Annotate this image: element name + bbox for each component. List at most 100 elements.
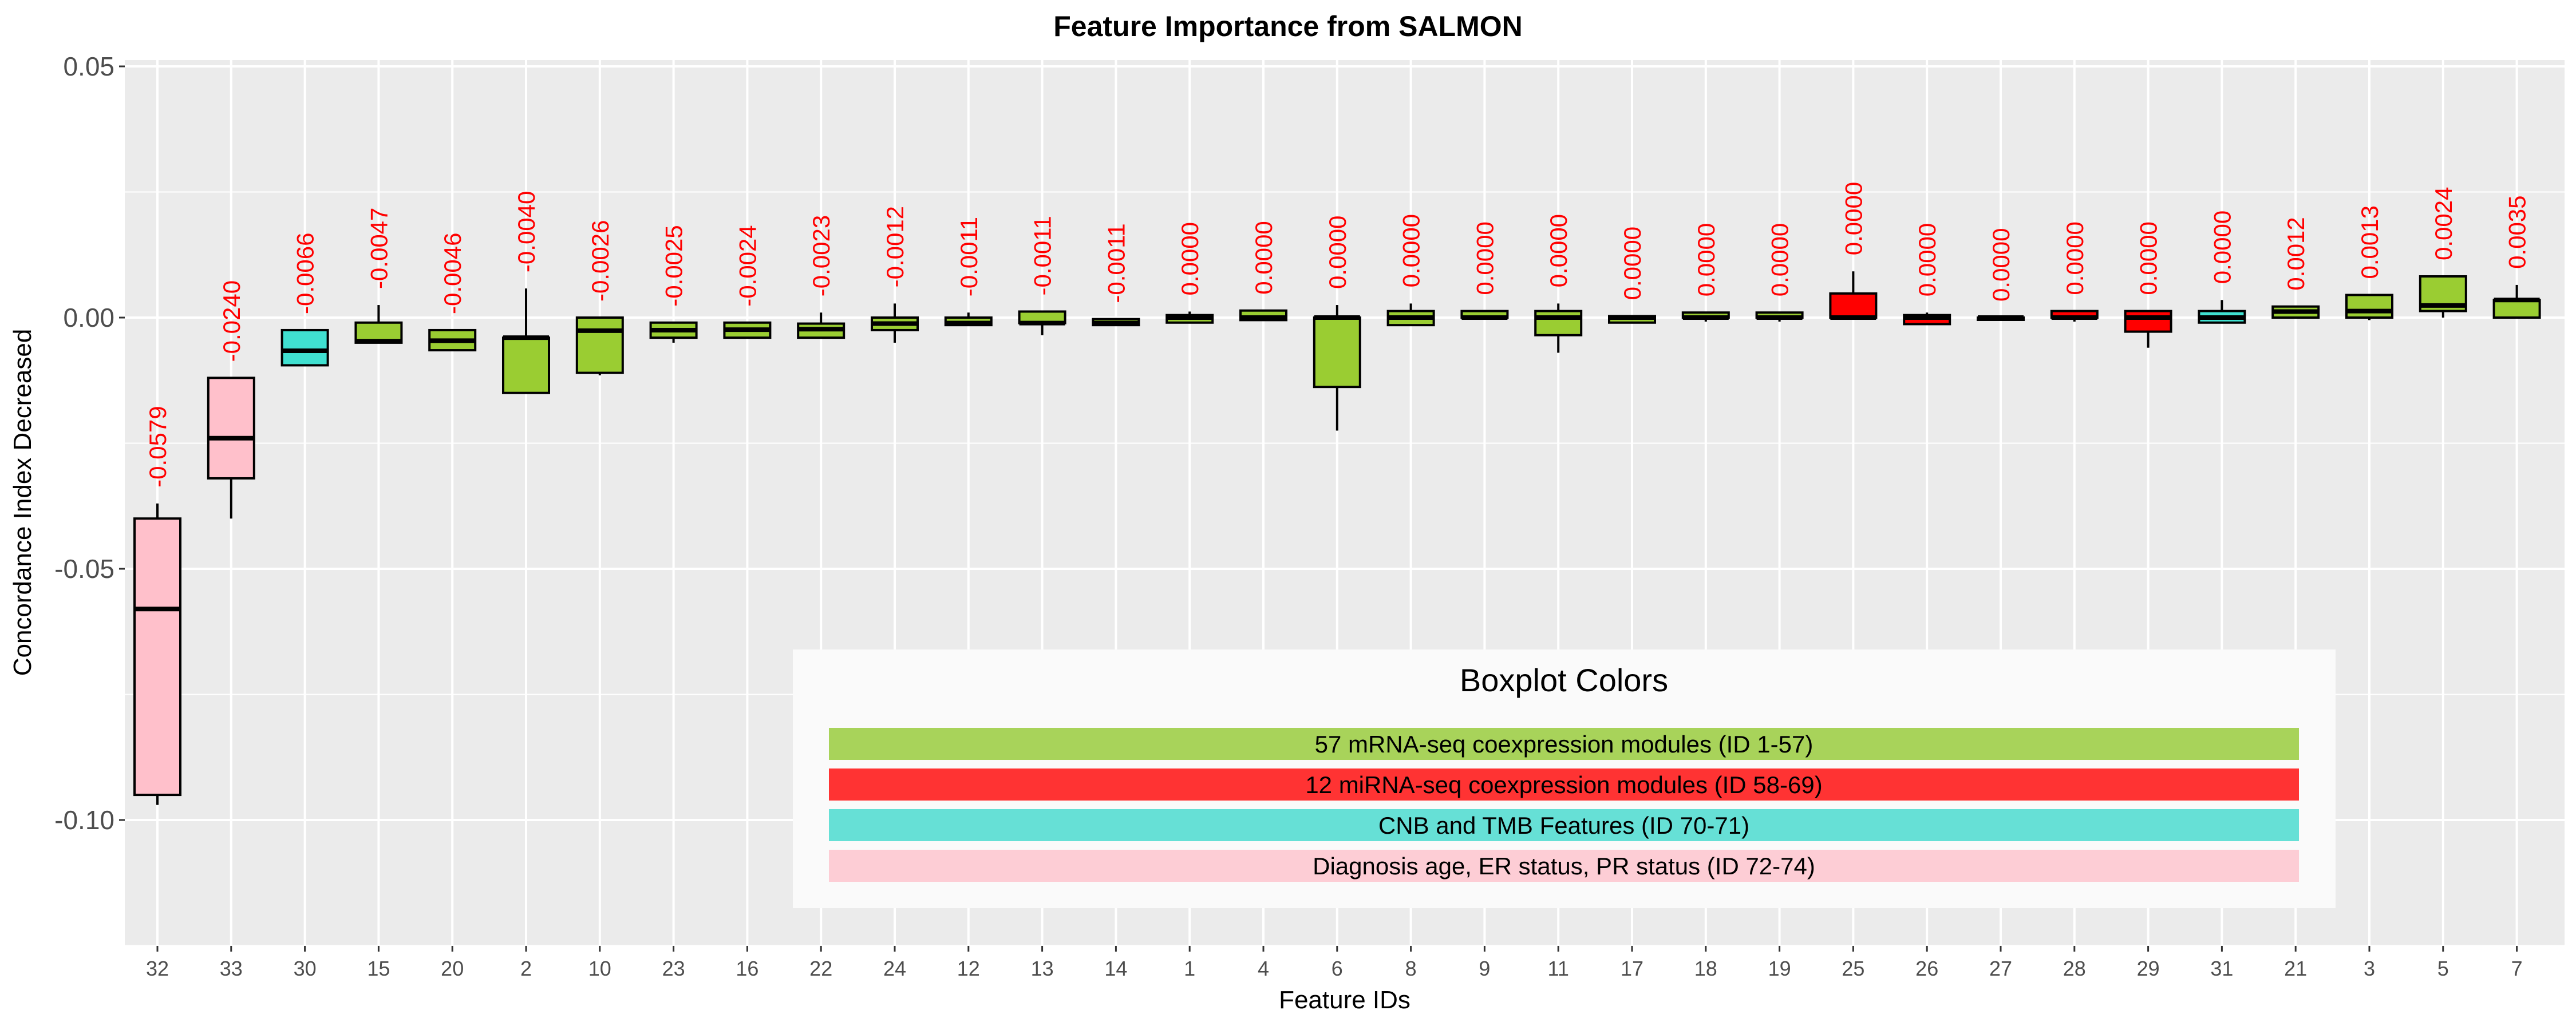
x-tick-label: 6 (1332, 957, 1343, 980)
x-tick-label: 27 (1989, 957, 2012, 980)
x-tick-label: 22 (809, 957, 832, 980)
value-label: -0.0012 (882, 206, 908, 287)
box-21 (2271, 305, 2320, 319)
x-tick-label: 13 (1031, 957, 1054, 980)
value-label: -0.0023 (808, 215, 835, 296)
x-tick-label: 17 (1621, 957, 1643, 980)
x-tick-label: 8 (1405, 957, 1417, 980)
x-tick-label: 31 (2210, 957, 2233, 980)
value-label: -0.0011 (1029, 216, 1056, 295)
x-tick-label: 30 (294, 957, 317, 980)
x-tick-label: 20 (441, 957, 464, 980)
value-label: -0.0026 (587, 220, 614, 302)
value-label: 0.0000 (2061, 221, 2088, 295)
box-11 (1534, 303, 1583, 353)
value-label: -0.0046 (439, 232, 466, 314)
value-labels: -0.0579 -0.0240 -0.0066 -0.0047 -0.0046 -0.00… (144, 182, 2531, 488)
x-tick-label: 32 (146, 957, 169, 980)
value-label: -0.0025 (661, 225, 688, 306)
box-16 (723, 321, 772, 339)
box-12 (944, 312, 993, 327)
value-label: 0.0013 (2356, 205, 2383, 279)
box-26 (1903, 312, 1951, 326)
box-10 (575, 316, 624, 375)
box-iqr (207, 377, 255, 480)
box-2 (502, 288, 550, 394)
box-13 (1018, 310, 1066, 335)
x-tick-label: 26 (1915, 957, 1938, 980)
y-axis-title: Concordance Index Decreased (9, 329, 37, 676)
box-29 (2124, 310, 2172, 348)
box-1 (1165, 311, 1214, 324)
x-tick-label: 16 (736, 957, 758, 980)
legend-swatch (829, 728, 2299, 760)
box-28 (2050, 310, 2099, 322)
box-iqr (1829, 292, 1878, 319)
legend-label: 57 mRNA-seq coexpression modules (ID 1-5… (1315, 731, 1814, 758)
x-tick-label: 3 (2364, 957, 2375, 980)
x-tick-label: 1 (1184, 957, 1195, 980)
box-iqr (2492, 299, 2541, 319)
value-label: 0.0000 (1619, 227, 1646, 300)
value-label: 0.0000 (1840, 182, 1867, 255)
box-3 (2345, 294, 2393, 320)
value-label: 0.0000 (1767, 223, 1793, 296)
x-tick-label: 14 (1104, 957, 1127, 980)
box-iqr (1534, 310, 1583, 336)
x-tick-label: 12 (957, 957, 980, 980)
x-tick-label: 15 (367, 957, 390, 980)
x-tick-label: 25 (1842, 957, 1864, 980)
value-label: 0.0000 (1988, 228, 2014, 302)
box-24 (871, 303, 919, 343)
value-label: 0.0000 (1250, 221, 1277, 294)
legend-item-mrna: 57 mRNA-seq coexpression modules (ID 1-5… (829, 728, 2299, 760)
x-tick-label: 29 (2137, 957, 2160, 980)
x-axis-title: Feature IDs (1279, 986, 1411, 1014)
boxplots (133, 271, 2541, 805)
box-iqr (2345, 294, 2393, 319)
box-23 (649, 321, 698, 343)
x-tick-label: 2 (520, 957, 532, 980)
value-label: 0.0000 (2208, 211, 2235, 284)
box-33 (207, 377, 255, 519)
legend-item-cnb_tmb: CNB and TMB Features (ID 70-71) (829, 809, 2299, 841)
box-20 (428, 328, 477, 352)
box-6 (1313, 305, 1361, 431)
x-tick-label: 19 (1768, 957, 1791, 980)
box-5 (2419, 275, 2467, 318)
x-tick-label: 18 (1694, 957, 1717, 980)
legend-label: 12 miRNA-seq coexpression modules (ID 58… (1305, 771, 1822, 798)
box-14 (1092, 318, 1140, 327)
box-4 (1239, 309, 1287, 322)
value-label: 0.0000 (1693, 223, 1720, 296)
x-tick-label: 23 (662, 957, 685, 980)
x-tick-label: 4 (1258, 957, 1269, 980)
value-label: 0.0000 (1545, 214, 1572, 287)
box-iqr (2124, 310, 2172, 333)
y-tick-label: 0.00 (63, 303, 114, 332)
box-7 (2492, 284, 2541, 319)
value-label: -0.0047 (365, 208, 392, 289)
x-tick-label: 24 (883, 957, 906, 980)
value-label: -0.0579 (144, 406, 171, 487)
value-label: -0.0011 (955, 217, 982, 296)
legend: Boxplot Colors 57 mRNA-seq coexpression … (793, 649, 2336, 908)
value-label: 0.0000 (1471, 221, 1498, 295)
value-label: 0.0012 (2282, 217, 2309, 290)
value-label: -0.0066 (292, 232, 319, 314)
box-22 (797, 312, 846, 339)
x-tick-label: 9 (1479, 957, 1490, 980)
value-label: 0.0000 (1398, 214, 1425, 287)
value-label: -0.0040 (513, 191, 540, 272)
x-tick-label: 21 (2284, 957, 2307, 980)
legend-item-mirna: 12 miRNA-seq coexpression modules (ID 58… (829, 768, 2299, 801)
x-tick-label: 28 (2063, 957, 2086, 980)
box-30 (280, 328, 329, 367)
y-tick-label: 0.05 (63, 52, 114, 81)
value-label: 0.0000 (1176, 222, 1203, 295)
value-label: 0.0000 (1324, 216, 1351, 289)
legend-swatch (829, 850, 2299, 882)
value-label: -0.0011 (1103, 223, 1129, 303)
x-tick-label: 7 (2511, 957, 2523, 980)
